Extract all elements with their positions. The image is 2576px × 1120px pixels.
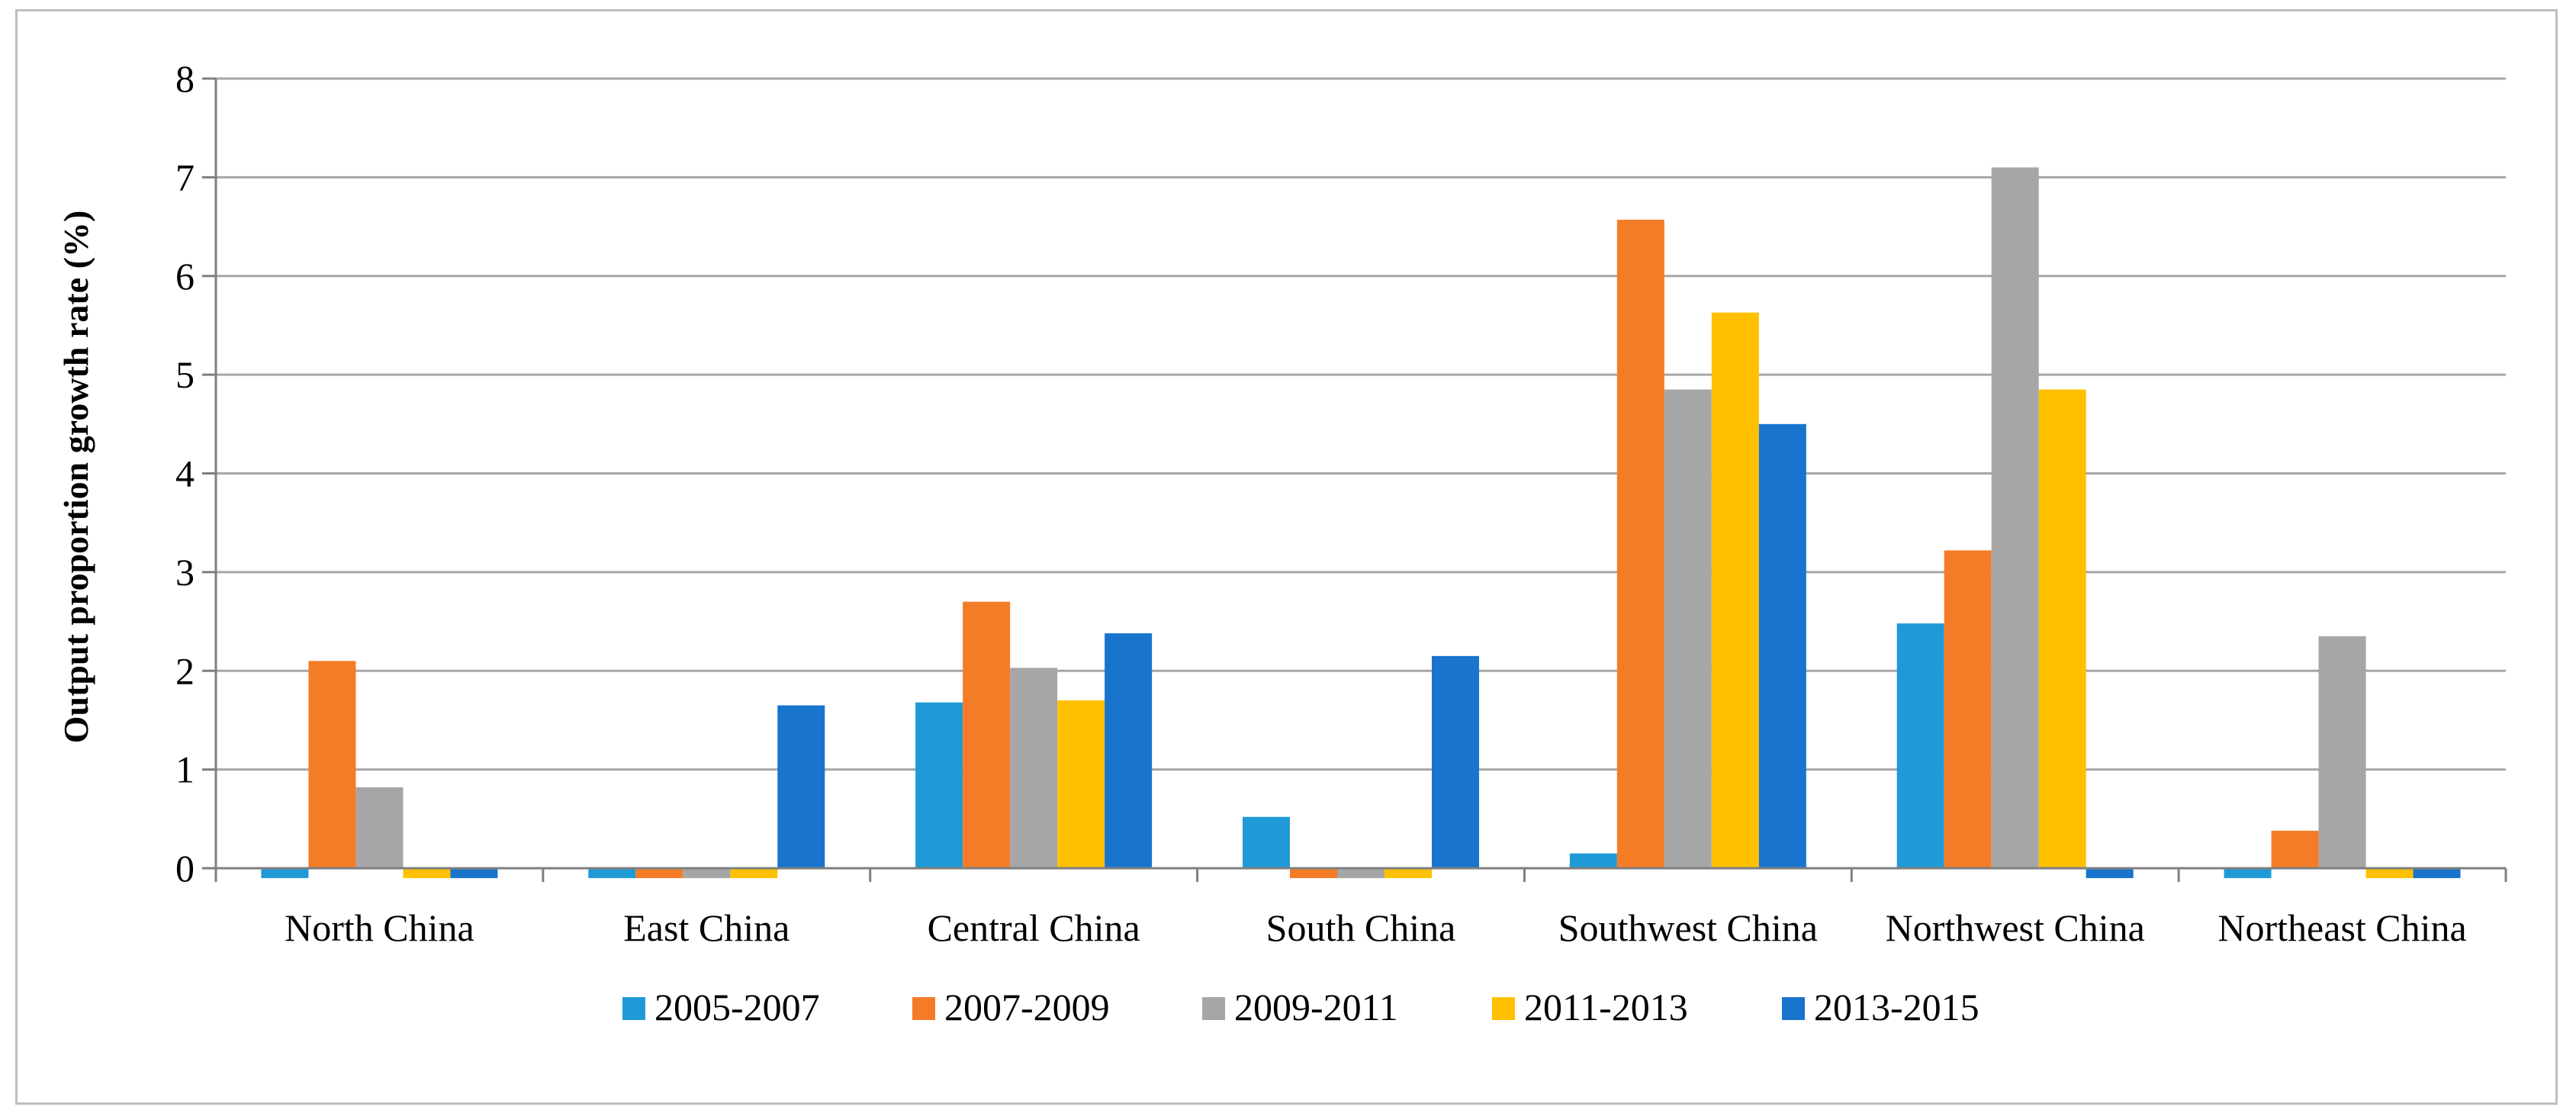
legend: 2005-2007 2007-2009 2009-2011 2011-2013 2013… — [622, 986, 1979, 1028]
bar-layer — [261, 167, 2461, 878]
bar-2007-2009-central-china — [963, 601, 1011, 868]
bar-2011-2013-north-china — [403, 868, 451, 878]
bar-2007-2009-southwest-china — [1616, 220, 1664, 869]
legend-swatch — [1782, 997, 1805, 1020]
bar-chart: 0 1 2 3 4 5 6 7 8 North China East China Central Ch… — [56, 57, 2507, 1028]
bar-2013-2015-northwest-china — [2086, 868, 2134, 878]
y-tick-label: 2 — [175, 649, 195, 692]
bar-2013-2015-northeast-china — [2413, 868, 2461, 878]
bar-2013-2015-south-china — [1432, 655, 1479, 868]
y-axis-title: Output proportion growth rate (%) — [56, 211, 95, 744]
bar-2009-2011-northwest-china — [1991, 167, 2039, 868]
bar-2009-2011-central-china — [1010, 668, 1058, 868]
legend-swatch — [622, 997, 645, 1020]
bar-2005-2007-east-china — [588, 868, 636, 878]
y-tick-label: 5 — [175, 353, 195, 396]
legend-swatch — [1202, 997, 1225, 1020]
label-layer: 0 1 2 3 4 5 6 7 8 North China East China Central Ch… — [175, 57, 2467, 949]
bar-2005-2007-northwest-china — [1896, 623, 1944, 868]
bar-2011-2013-northwest-china — [2038, 389, 2086, 868]
legend-label: 2013-2015 — [1814, 986, 1979, 1028]
bar-2013-2015-north-china — [450, 868, 498, 878]
bar-2009-2011-southwest-china — [1664, 389, 1712, 868]
y-tick-label: 8 — [175, 57, 195, 100]
x-category-label: Southwest China — [1558, 906, 1818, 949]
bar-2007-2009-south-china — [1290, 868, 1337, 878]
x-category-label: Northwest China — [1886, 906, 2145, 949]
bar-2011-2013-east-china — [730, 868, 778, 878]
bar-2009-2011-south-china — [1337, 868, 1384, 878]
axis-layer — [202, 77, 2507, 882]
x-category-label: East China — [623, 906, 790, 949]
bar-2013-2015-southwest-china — [1758, 423, 1806, 868]
bar-2007-2009-east-china — [635, 868, 683, 878]
legend-label: 2005-2007 — [654, 986, 820, 1028]
legend-label: 2009-2011 — [1234, 986, 1398, 1028]
x-category-label: Central China — [928, 906, 1140, 949]
bar-2009-2011-north-china — [355, 787, 404, 868]
chart-frame: 0 1 2 3 4 5 6 7 8 North China East China Central Ch… — [15, 9, 2558, 1105]
bar-2005-2007-northeast-china — [2224, 868, 2272, 878]
y-tick-label: 4 — [175, 452, 195, 495]
y-tick-label: 0 — [175, 847, 195, 890]
bar-2011-2013-northeast-china — [2365, 868, 2414, 878]
x-category-label: South China — [1266, 906, 1456, 949]
legend-label: 2007-2009 — [944, 986, 1110, 1028]
bar-2007-2009-northeast-china — [2271, 830, 2319, 868]
bar-2009-2011-northeast-china — [2318, 636, 2366, 868]
y-tick-label: 3 — [175, 551, 195, 594]
bar-2007-2009-northwest-china — [1944, 550, 1992, 868]
x-category-label: Northeast China — [2217, 906, 2466, 949]
y-tick-label: 6 — [175, 255, 195, 298]
bar-2009-2011-east-china — [683, 868, 731, 878]
grid-layer — [216, 77, 2506, 771]
bar-2011-2013-southwest-china — [1711, 312, 1759, 868]
bar-2005-2007-central-china — [915, 702, 963, 868]
bar-2013-2015-central-china — [1105, 633, 1153, 868]
bar-2005-2007-north-china — [261, 868, 309, 878]
bar-2013-2015-east-china — [777, 705, 825, 868]
x-category-label: North China — [285, 906, 474, 949]
legend-label: 2011-2013 — [1524, 986, 1688, 1028]
bar-2005-2007-south-china — [1243, 816, 1290, 868]
legend-swatch — [1492, 997, 1515, 1020]
bar-2007-2009-north-china — [308, 661, 356, 868]
y-tick-label: 1 — [175, 748, 195, 791]
bar-2005-2007-southwest-china — [1569, 853, 1617, 868]
bar-2011-2013-central-china — [1057, 700, 1105, 868]
bar-2011-2013-south-china — [1384, 868, 1432, 878]
y-tick-label: 7 — [175, 156, 195, 198]
legend-swatch — [912, 997, 935, 1020]
